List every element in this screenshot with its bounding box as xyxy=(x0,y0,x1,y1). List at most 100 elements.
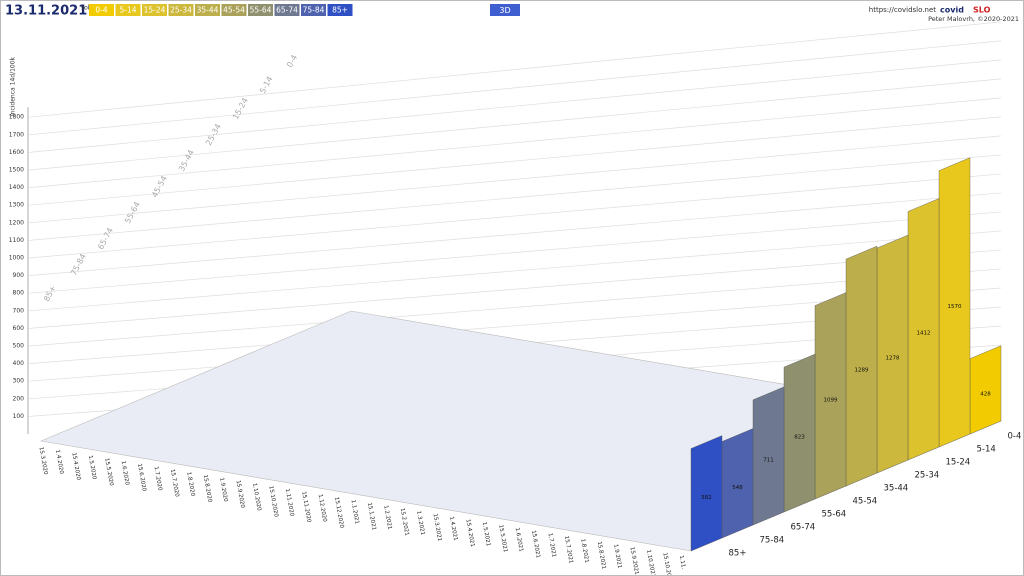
x-tick-label: 1.6.2020 xyxy=(120,460,130,486)
x-tick-label: 1.9.2021 xyxy=(612,544,622,569)
value-label: 1289 xyxy=(855,368,869,374)
value-label: 711 xyxy=(763,457,774,463)
value-label: 428 xyxy=(980,391,991,397)
y-tick-label: 1200 xyxy=(9,219,24,226)
x-tick-label: 15.6.2020 xyxy=(136,463,147,492)
legend-label[interactable]: 45-54 xyxy=(223,6,245,15)
x-tick-label: 15.7.2021 xyxy=(563,535,574,564)
age-label: 85+ xyxy=(729,549,747,559)
grid-line xyxy=(28,173,1002,259)
grid-line xyxy=(28,21,1002,118)
x-tick-label: 1.9.2020 xyxy=(218,477,228,503)
x-tick-label: 1.6.2021 xyxy=(514,527,524,552)
x-tick-label: 1.7.2020 xyxy=(152,466,162,492)
y-tick-label: 1000 xyxy=(9,255,24,262)
back-age-label: 35-44 xyxy=(177,148,196,173)
x-tick-label: 1.11. xyxy=(678,555,686,570)
y-tick-label: 300 xyxy=(13,378,25,385)
x-tick-label: 15.4.2021 xyxy=(464,519,475,548)
x-tick-label: 1.2.2021 xyxy=(382,505,392,530)
x-tick-label: 15.3.2020 xyxy=(38,447,49,476)
x-tick-label: 1.11.2020 xyxy=(284,488,295,517)
legend-button[interactable] xyxy=(142,4,167,16)
y-tick-label: 500 xyxy=(13,343,25,350)
legend-label[interactable]: 75-84 xyxy=(303,6,325,15)
legend-label[interactable]: 25-34 xyxy=(170,6,192,15)
legend-label[interactable]: 0-4 xyxy=(95,6,107,15)
bar xyxy=(814,292,847,500)
value-label: 548 xyxy=(732,485,743,491)
back-age-label: 0-4 xyxy=(285,53,299,69)
author: Peter Malovrh, ©2020-2021 xyxy=(928,15,1019,23)
grid-line xyxy=(28,116,1002,206)
legend-button[interactable] xyxy=(115,4,141,16)
y-tick-label: 1100 xyxy=(9,237,24,244)
back-age-label: 45-54 xyxy=(150,174,169,199)
x-tick-label: 15.6.2021 xyxy=(530,530,541,559)
back-age-label: 5-14 xyxy=(258,75,274,95)
back-age-label: 25-34 xyxy=(204,122,223,147)
y-tick-label: 1400 xyxy=(9,184,24,191)
x-tick-label: 1.12.2020 xyxy=(317,494,328,523)
legend-label[interactable]: 35-44 xyxy=(197,6,219,15)
age-label: 5-14 xyxy=(977,445,996,455)
x-tick-label: 15.9.2020 xyxy=(235,480,246,509)
date: 13.11.2021 xyxy=(5,4,87,19)
legend-button[interactable] xyxy=(274,4,300,16)
bar xyxy=(783,353,816,513)
age-label: 35-44 xyxy=(884,484,909,494)
view-button-label[interactable]: 3D xyxy=(499,6,510,15)
age-label: 0-4 xyxy=(1008,432,1022,442)
value-label: 582 xyxy=(701,495,712,501)
age-label: 65-74 xyxy=(791,523,816,533)
x-tick-label: 15.3.2021 xyxy=(432,513,443,542)
legend-label[interactable]: 55-64 xyxy=(250,6,272,15)
x-tick-label: 1.4.2021 xyxy=(448,516,458,541)
legend-button[interactable] xyxy=(89,4,114,16)
back-age-label: 85+ xyxy=(42,284,58,303)
x-tick-label: 1.8.2021 xyxy=(579,538,589,563)
x-tick-label: 1.10.2020 xyxy=(251,483,262,512)
grid-line xyxy=(28,230,1002,312)
y-tick-label: 900 xyxy=(13,272,25,279)
y-tick-label: 1600 xyxy=(9,149,24,156)
x-tick-label: 1.1.2021 xyxy=(349,499,359,524)
age-label: 75-84 xyxy=(760,536,785,546)
x-tick-label: 1.5.2020 xyxy=(87,455,97,481)
legend-label[interactable]: 15-24 xyxy=(144,6,166,15)
bar xyxy=(969,345,1002,435)
y-tick-label: 100 xyxy=(13,413,25,420)
brand: covid xyxy=(940,6,964,15)
x-tick-label: 1.4.2020 xyxy=(54,449,64,475)
grid-line xyxy=(28,97,1002,188)
grid-line xyxy=(28,40,1002,136)
legend-button[interactable] xyxy=(221,4,247,16)
legend-button[interactable] xyxy=(327,4,353,16)
legend-label[interactable]: 5-14 xyxy=(119,6,136,15)
legend-label[interactable]: 65-74 xyxy=(276,6,298,15)
value-label: 823 xyxy=(794,435,805,441)
back-age-label: 15-24 xyxy=(231,96,250,121)
value-label: 1278 xyxy=(886,356,900,362)
legend-button[interactable] xyxy=(195,4,220,16)
grid-line xyxy=(28,78,1002,171)
y-tick-label: 1300 xyxy=(9,202,24,209)
y-tick-label: 1500 xyxy=(9,167,24,174)
x-tick-label: 15.8.2021 xyxy=(596,541,607,570)
bar xyxy=(907,198,940,461)
legend-button[interactable] xyxy=(301,4,326,16)
url: https://covidslo.net xyxy=(869,6,936,14)
x-tick-label: 15.4.2020 xyxy=(70,452,81,481)
view-button[interactable] xyxy=(490,4,520,16)
x-tick-label: 1.8.2020 xyxy=(185,472,195,498)
legend-button[interactable] xyxy=(168,4,194,16)
grid-line xyxy=(28,154,1002,241)
legend-button[interactable] xyxy=(248,4,273,16)
x-tick-label: 1.10.2021 xyxy=(645,549,656,575)
x-tick-label: 15.12.2020 xyxy=(333,497,344,530)
age-label: 25-34 xyxy=(915,471,940,481)
legend-label[interactable]: 85+ xyxy=(332,6,348,15)
x-tick-label: 15.7.2020 xyxy=(169,469,180,498)
grid-line xyxy=(28,192,1002,276)
